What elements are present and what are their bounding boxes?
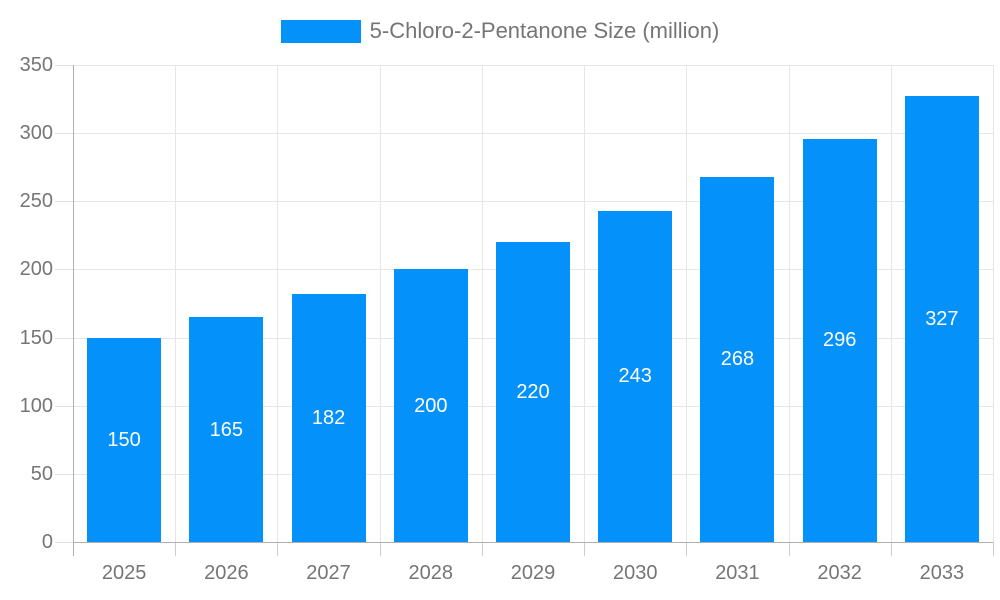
x-axis-tick	[481, 542, 483, 556]
gridline-vertical	[788, 65, 790, 542]
bar-value-label: 327	[925, 308, 959, 331]
gridline-vertical	[584, 65, 586, 542]
x-axis-label: 2029	[510, 562, 556, 584]
x-axis-line	[73, 542, 993, 543]
y-axis-label: 200	[19, 258, 53, 281]
bar-2025[interactable]	[87, 337, 162, 542]
bar-2033[interactable]	[904, 96, 979, 542]
bar-2027[interactable]	[291, 293, 366, 542]
bar-value-label: 296	[822, 329, 857, 352]
y-axis-tick	[55, 473, 73, 475]
x-axis-tick	[584, 542, 586, 556]
y-axis-tick	[55, 133, 73, 135]
y-axis-tick	[55, 405, 73, 407]
legend-swatch	[280, 19, 361, 43]
gridline-horizontal	[73, 133, 993, 135]
gridline-vertical	[993, 65, 994, 542]
gridline-vertical	[175, 65, 177, 542]
gridline-vertical	[890, 65, 892, 542]
x-axis-label: 2028	[408, 562, 454, 584]
x-axis-tick	[993, 542, 994, 556]
x-axis-label: 2033	[919, 562, 965, 584]
y-axis-tick	[55, 269, 73, 271]
bar-2026[interactable]	[189, 317, 264, 542]
x-axis-tick	[277, 542, 279, 556]
x-axis-tick	[686, 542, 688, 556]
bar-2029[interactable]	[496, 242, 570, 542]
gridline-horizontal	[73, 201, 993, 203]
y-axis-label: 150	[19, 326, 53, 349]
x-axis-tick	[788, 542, 790, 556]
x-axis-label: 2025	[101, 562, 147, 584]
y-axis-line	[73, 65, 74, 556]
y-axis-label: 50	[30, 462, 53, 485]
y-axis-label: 250	[19, 190, 53, 213]
gridline-vertical	[277, 65, 279, 542]
y-axis-label: 0	[41, 531, 53, 553]
y-axis-label: 350	[19, 54, 53, 76]
bar-value-label: 182	[311, 406, 346, 429]
gridline-vertical	[686, 65, 688, 542]
y-axis-label: 100	[19, 394, 53, 417]
bar-2028[interactable]	[393, 269, 468, 542]
x-axis-label: 2031	[715, 562, 760, 584]
x-axis-label: 2030	[612, 562, 658, 584]
x-axis-label: 2026	[204, 562, 249, 584]
y-axis-tick	[55, 542, 73, 543]
bar-2031[interactable]	[700, 176, 775, 542]
gridline-vertical	[379, 65, 381, 542]
x-axis-label: 2027	[306, 562, 351, 584]
gridline-vertical	[481, 65, 483, 542]
legend-item-series[interactable]: 5-Chloro-2-Pentanone Size (million)	[280, 18, 720, 44]
x-axis-label: 2032	[817, 562, 862, 584]
y-axis-tick	[55, 337, 73, 339]
bar-2030[interactable]	[598, 210, 673, 542]
bar-value-label: 220	[516, 381, 550, 404]
bar-value-label: 150	[107, 428, 141, 451]
bar-value-label: 200	[414, 394, 448, 417]
legend-label: 5-Chloro-2-Pentanone Size (million)	[369, 18, 720, 43]
y-axis-label: 300	[19, 122, 53, 145]
x-axis-tick	[890, 542, 892, 556]
x-axis-tick	[175, 542, 177, 556]
x-axis-tick	[379, 542, 381, 556]
y-axis-tick	[55, 65, 73, 66]
bar-2032[interactable]	[802, 138, 877, 542]
gridline-horizontal	[73, 65, 993, 66]
y-axis-tick	[55, 201, 73, 203]
bar-value-label: 243	[618, 365, 652, 388]
legend: 5-Chloro-2-Pentanone Size (million)	[0, 18, 1000, 44]
bar-value-label: 165	[209, 418, 244, 441]
bar-value-label: 268	[720, 348, 755, 371]
